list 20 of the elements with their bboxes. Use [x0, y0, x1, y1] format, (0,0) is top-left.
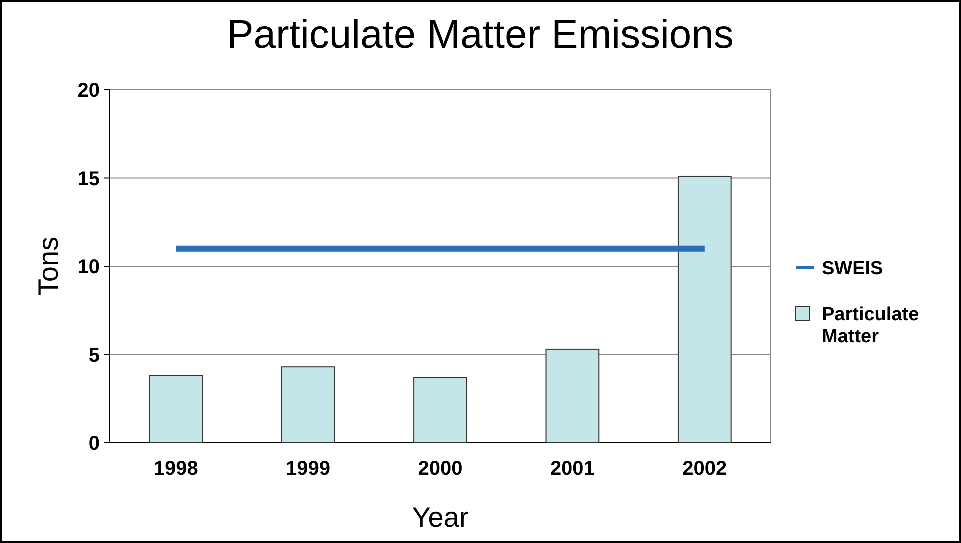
y-tick-label: 20	[78, 80, 100, 102]
bar	[281, 366, 336, 444]
x-tick-label: 2002	[682, 458, 728, 480]
y-tick-label: 0	[88, 433, 100, 455]
legend-label: Particulate Matter	[822, 304, 920, 348]
x-axis-title: Year	[412, 502, 469, 533]
x-tick-label: 2000	[418, 458, 463, 480]
y-tick-label: 5	[88, 344, 100, 367]
y-tick-label: 10	[78, 256, 100, 278]
y-axis-title: Tons	[33, 236, 64, 296]
legend-label: SWEIS	[822, 258, 884, 280]
x-tick-label: 1998	[154, 458, 198, 480]
chart-title: Particulate Matter Emissions	[227, 13, 734, 57]
bar	[546, 348, 600, 444]
bar	[414, 377, 468, 444]
bar	[149, 375, 204, 444]
x-tick-label: 1999	[286, 458, 331, 480]
y-tick-label: 15	[78, 168, 100, 190]
x-tick-label: 2001	[550, 458, 595, 480]
bar	[678, 176, 732, 444]
